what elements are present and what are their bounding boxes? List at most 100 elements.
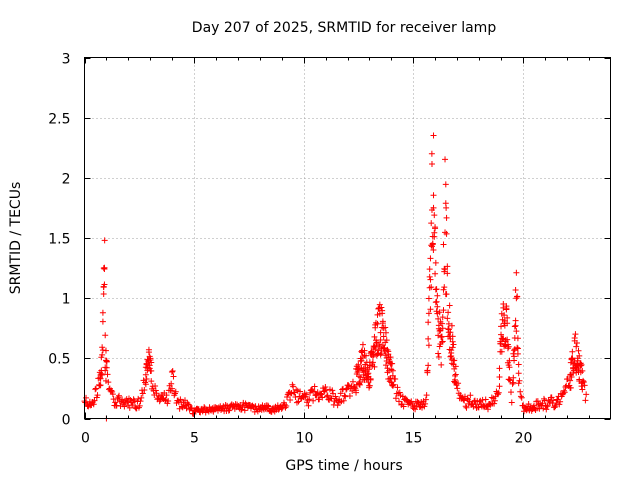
data-point bbox=[136, 402, 143, 409]
data-point bbox=[426, 266, 433, 273]
data-point bbox=[322, 384, 329, 391]
data-point bbox=[311, 383, 318, 390]
data-point bbox=[329, 387, 336, 394]
data-point bbox=[496, 383, 503, 390]
data-point bbox=[445, 326, 452, 333]
data-point bbox=[170, 373, 177, 380]
data-point bbox=[580, 377, 587, 384]
data-point bbox=[461, 397, 468, 404]
data-point bbox=[163, 392, 170, 399]
data-point bbox=[99, 318, 106, 325]
data-point bbox=[508, 399, 515, 406]
data-point bbox=[383, 337, 390, 344]
data-point bbox=[498, 348, 505, 355]
data-point bbox=[168, 369, 175, 376]
data-point bbox=[449, 344, 456, 351]
data-point bbox=[103, 358, 110, 365]
data-point bbox=[101, 281, 108, 288]
data-point bbox=[463, 404, 470, 411]
data-point bbox=[425, 335, 432, 342]
data-point bbox=[426, 284, 433, 291]
data-point bbox=[452, 363, 459, 370]
data-point bbox=[93, 385, 100, 392]
data-point bbox=[382, 329, 389, 336]
data-point bbox=[443, 204, 450, 211]
data-point bbox=[439, 314, 446, 321]
data-point bbox=[575, 347, 582, 354]
data-point bbox=[429, 241, 436, 248]
x-tick-label: 5 bbox=[190, 431, 199, 447]
data-point bbox=[579, 367, 586, 374]
data-point bbox=[185, 401, 192, 408]
data-point bbox=[392, 375, 399, 382]
data-point bbox=[573, 340, 580, 347]
data-point bbox=[428, 220, 435, 227]
data-point bbox=[435, 353, 442, 360]
data-point bbox=[142, 381, 149, 388]
data-point bbox=[450, 341, 457, 348]
data-point bbox=[550, 397, 557, 404]
data-point bbox=[425, 295, 432, 302]
data-point bbox=[451, 357, 458, 364]
data-point bbox=[513, 328, 520, 335]
data-point bbox=[467, 392, 474, 399]
data-point bbox=[432, 225, 439, 232]
data-point bbox=[102, 357, 109, 364]
data-point bbox=[377, 336, 384, 343]
data-point bbox=[491, 400, 498, 407]
data-point bbox=[482, 396, 489, 403]
data-points bbox=[81, 132, 590, 422]
data-point bbox=[380, 333, 387, 340]
data-point bbox=[121, 403, 128, 410]
data-point bbox=[510, 374, 517, 381]
y-tick-label: 1 bbox=[62, 292, 71, 308]
data-point bbox=[488, 394, 495, 401]
data-point bbox=[374, 320, 381, 327]
data-point bbox=[434, 303, 441, 310]
data-point bbox=[449, 333, 456, 340]
data-point bbox=[287, 397, 294, 404]
data-point bbox=[97, 375, 104, 382]
data-point bbox=[100, 284, 107, 291]
data-point bbox=[505, 343, 512, 350]
data-point bbox=[430, 204, 437, 211]
data-point bbox=[442, 156, 449, 163]
data-point bbox=[99, 309, 106, 316]
data-point bbox=[372, 342, 379, 349]
data-point bbox=[278, 405, 285, 412]
data-point bbox=[498, 331, 505, 338]
data-point bbox=[374, 350, 381, 357]
data-point bbox=[376, 301, 383, 308]
data-point bbox=[569, 348, 576, 355]
data-point bbox=[440, 307, 447, 314]
data-point bbox=[139, 390, 146, 397]
data-point bbox=[102, 347, 109, 354]
data-point bbox=[376, 341, 383, 348]
data-point bbox=[389, 367, 396, 374]
data-point bbox=[436, 327, 443, 334]
data-point bbox=[425, 319, 432, 326]
data-point bbox=[102, 332, 109, 339]
data-point bbox=[310, 397, 317, 404]
data-point bbox=[152, 387, 159, 394]
data-point bbox=[349, 378, 356, 385]
data-point bbox=[392, 395, 399, 402]
data-point bbox=[441, 284, 448, 291]
data-point bbox=[265, 403, 272, 410]
data-point bbox=[548, 394, 555, 401]
data-point bbox=[495, 389, 502, 396]
data-point bbox=[518, 394, 525, 401]
data-point bbox=[370, 351, 377, 358]
data-point bbox=[515, 361, 522, 368]
data-point bbox=[531, 402, 538, 409]
data-point bbox=[101, 265, 108, 272]
y-tick-label: 2 bbox=[62, 172, 71, 188]
data-point bbox=[343, 386, 350, 393]
data-point bbox=[557, 398, 564, 405]
data-point bbox=[94, 392, 101, 399]
data-point bbox=[177, 396, 184, 403]
data-point bbox=[168, 387, 175, 394]
data-point bbox=[433, 298, 440, 305]
data-point bbox=[334, 402, 341, 409]
data-point bbox=[435, 350, 442, 357]
